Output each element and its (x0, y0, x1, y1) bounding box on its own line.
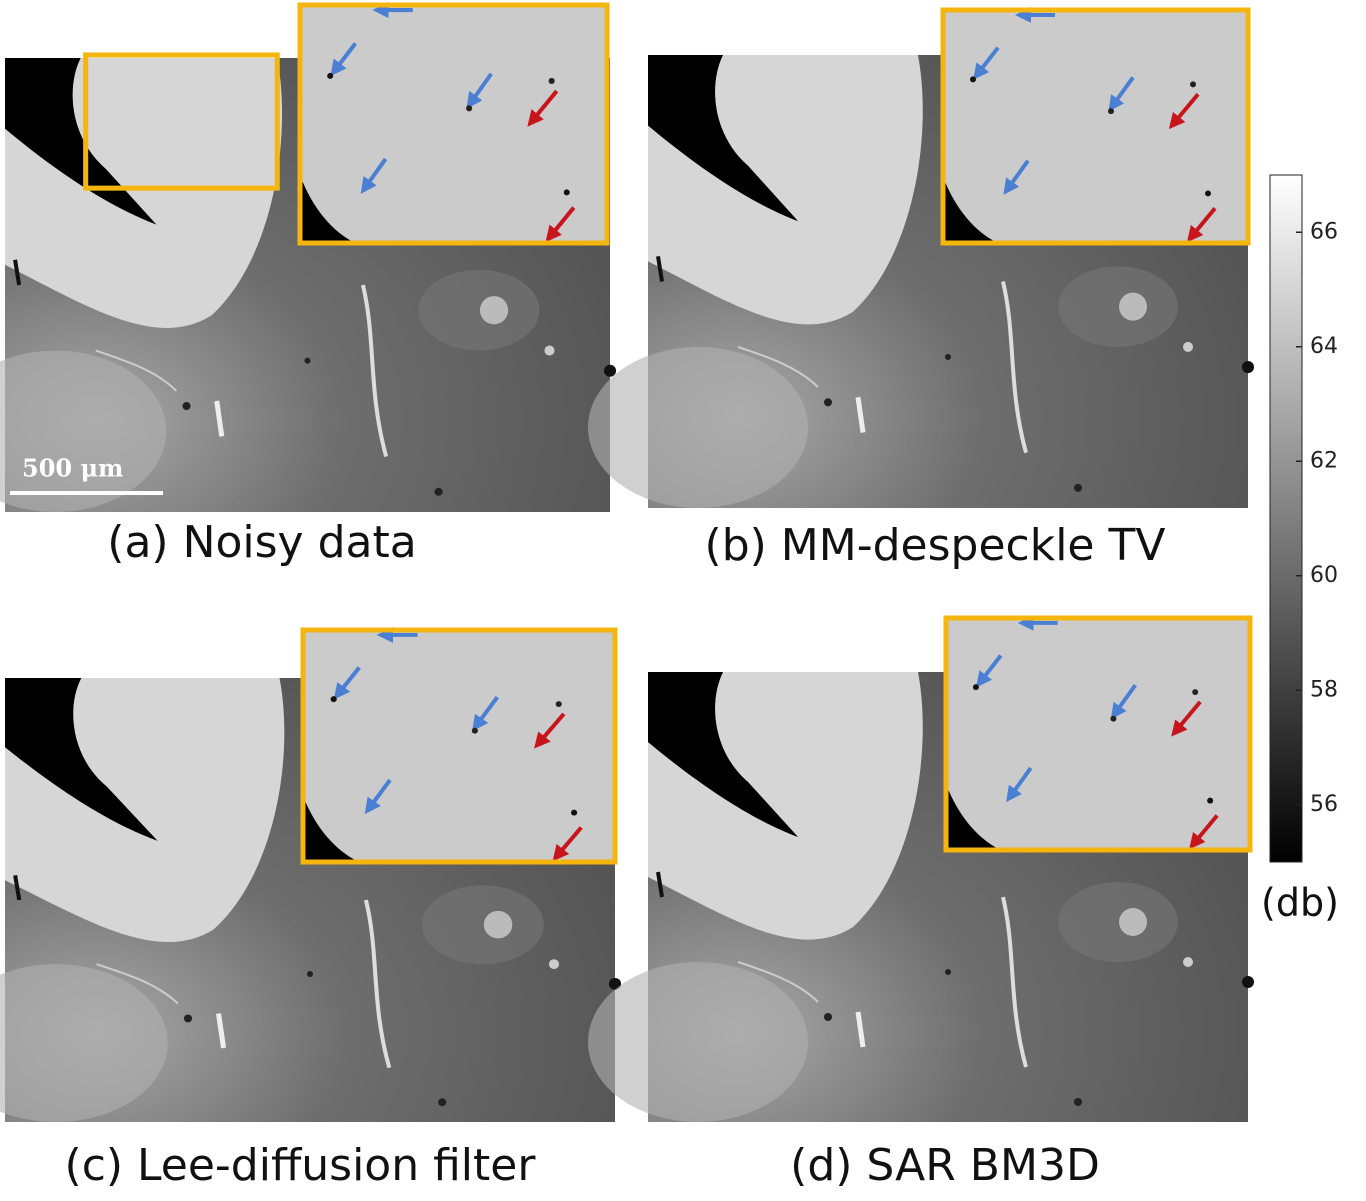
inset-content (943, 10, 1248, 243)
colorbar-tick-label: 58 (1310, 677, 1338, 702)
colorbar-tick-label: 66 (1310, 219, 1338, 244)
inset-content (303, 630, 615, 862)
inset-image (303, 630, 615, 862)
scale-bar-label: 500 μm (22, 454, 123, 483)
page: (a) Noisy data 500 μm (b) MM-despeckle TV (… (0, 0, 1366, 1201)
colorbar-tick-label: 62 (1310, 448, 1338, 473)
colorbar-tick-label: 56 (1310, 792, 1338, 817)
inset-image (300, 5, 607, 243)
colorbar-tick-label: 64 (1310, 334, 1338, 359)
inset-content (300, 5, 607, 243)
inset-image (943, 10, 1248, 243)
colorbar-tick-label: 60 (1310, 563, 1338, 588)
panel-caption: (d) SAR BM3D (790, 1140, 1100, 1191)
panel-caption: (b) MM-despeckle TV (705, 520, 1166, 571)
colorbar-label: (db) (1261, 881, 1339, 925)
panel-caption: (c) Lee-diffusion filter (65, 1140, 537, 1191)
inset-image (946, 618, 1250, 850)
colorbar (1270, 175, 1302, 862)
panel-caption: (a) Noisy data (107, 517, 416, 568)
inset-content (946, 618, 1250, 850)
figure: (a) Noisy data 500 μm (b) MM-despeckle TV (… (0, 0, 1366, 1201)
